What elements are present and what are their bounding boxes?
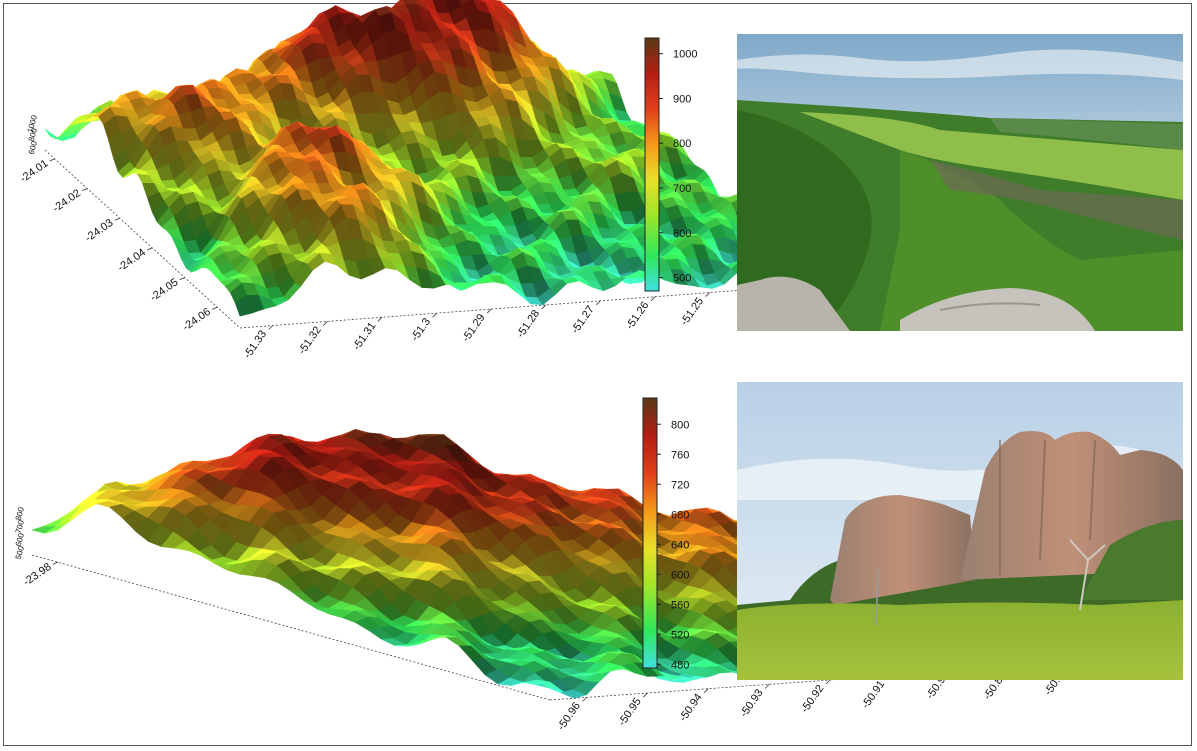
colorbar-tick-label: 1000 bbox=[673, 49, 697, 61]
x-tick-mark bbox=[703, 688, 709, 693]
x-tick-label: -50.94 bbox=[677, 692, 705, 724]
colorbar-tick-label: 800 bbox=[673, 138, 691, 150]
surface-cell bbox=[56, 503, 83, 527]
y-tick-mark bbox=[114, 217, 120, 221]
colorbar-tick-label: 680 bbox=[671, 509, 689, 521]
x-tick-mark bbox=[705, 292, 710, 297]
y-tick-label: -24.01 bbox=[18, 158, 50, 186]
colorbar-tick-label: 760 bbox=[671, 449, 689, 461]
x-tick-label: -51.29 bbox=[460, 312, 488, 344]
y-tick-mark bbox=[52, 561, 59, 565]
x-tick-label: -51.3 bbox=[409, 316, 433, 343]
colorbar-tick-label: 900 bbox=[673, 93, 691, 105]
x-tick-label: -50.95 bbox=[616, 696, 644, 728]
x-tick-label: -51.33 bbox=[241, 328, 269, 360]
x-tick-label: -50.92 bbox=[799, 683, 827, 715]
green-plateau-valley-photo bbox=[737, 34, 1183, 331]
x-tick-label: -51.32 bbox=[296, 324, 324, 356]
colorbar-tick-label: 500 bbox=[673, 273, 691, 285]
y-tick-mark bbox=[82, 188, 88, 191]
z-tick-label: 500 bbox=[14, 545, 26, 561]
y-tick-label: -24.03 bbox=[83, 217, 115, 245]
y-tick-label: -24.04 bbox=[116, 247, 148, 275]
z-tick-label: 600 bbox=[14, 532, 26, 548]
y-tick-label: -23.98 bbox=[21, 561, 53, 589]
colorbar-tick-label: 560 bbox=[671, 599, 689, 611]
x-tick-mark bbox=[541, 304, 547, 310]
x-tick-mark bbox=[377, 317, 383, 322]
colorbar-tick-label: 700 bbox=[673, 183, 691, 195]
colorbar-tick-label: 640 bbox=[671, 539, 689, 551]
x-tick-label: -51.26 bbox=[624, 300, 652, 332]
y-tick-label: -24.06 bbox=[181, 306, 213, 334]
y-tick-mark bbox=[179, 277, 185, 280]
y-tick-mark bbox=[49, 158, 55, 162]
figure-frame bbox=[3, 3, 1192, 746]
colorbar-tick-label: 600 bbox=[673, 228, 691, 240]
x-tick-label: -51.25 bbox=[678, 295, 706, 327]
colorbar-tick-label: 520 bbox=[671, 629, 689, 641]
x-tick-label: -51.28 bbox=[515, 308, 543, 340]
colorbar-bottom-ramp bbox=[642, 397, 658, 669]
z-tick-label: 800 bbox=[14, 506, 26, 522]
z-tick-label: 600 bbox=[27, 140, 39, 156]
colorbar-top-ramp bbox=[644, 37, 660, 292]
x-tick-label: -50.93 bbox=[738, 687, 766, 719]
colorbar-tick-label: 800 bbox=[671, 419, 689, 431]
x-tick-label: -50.96 bbox=[555, 700, 583, 732]
z-tick-label: 700 bbox=[14, 519, 26, 535]
sandstone-cliffs-grassland-photo bbox=[737, 382, 1183, 680]
y-tick-mark bbox=[212, 306, 218, 310]
x-tick-label: -51.31 bbox=[351, 320, 379, 352]
terrain-surface-top bbox=[44, 0, 798, 317]
y-tick-label: -24.05 bbox=[148, 276, 180, 304]
x-tick-label: -50.91 bbox=[860, 678, 888, 710]
y-tick-label: -24.02 bbox=[51, 187, 83, 215]
colorbar-tick-label: 720 bbox=[671, 479, 689, 491]
x-tick-mark bbox=[643, 692, 648, 698]
y-tick-mark bbox=[147, 247, 153, 251]
x-tick-label: -51.27 bbox=[569, 304, 597, 336]
colorbar-tick-label: 600 bbox=[671, 569, 689, 581]
colorbar-tick-label: 480 bbox=[671, 659, 689, 671]
